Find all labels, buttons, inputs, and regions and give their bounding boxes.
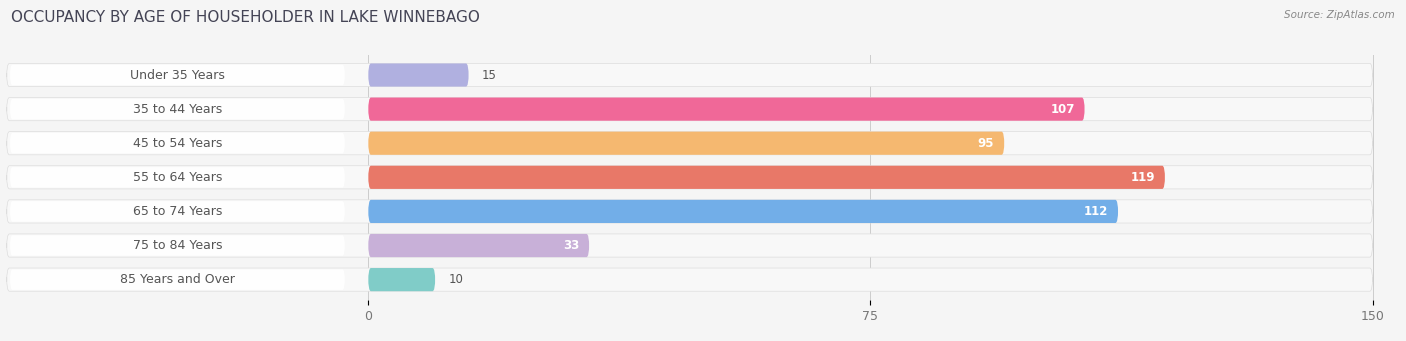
Text: Under 35 Years: Under 35 Years [129, 69, 225, 81]
FancyBboxPatch shape [10, 167, 344, 188]
FancyBboxPatch shape [7, 132, 1372, 155]
FancyBboxPatch shape [10, 269, 344, 290]
Text: 33: 33 [562, 239, 579, 252]
FancyBboxPatch shape [10, 133, 344, 153]
Text: 15: 15 [482, 69, 496, 81]
FancyBboxPatch shape [10, 201, 344, 222]
FancyBboxPatch shape [10, 65, 344, 85]
FancyBboxPatch shape [7, 63, 1372, 87]
Text: 112: 112 [1084, 205, 1108, 218]
Text: 119: 119 [1130, 171, 1154, 184]
FancyBboxPatch shape [368, 200, 1118, 223]
FancyBboxPatch shape [368, 234, 589, 257]
FancyBboxPatch shape [368, 63, 468, 87]
Text: 10: 10 [449, 273, 464, 286]
Text: 85 Years and Over: 85 Years and Over [120, 273, 235, 286]
Text: Source: ZipAtlas.com: Source: ZipAtlas.com [1284, 10, 1395, 20]
FancyBboxPatch shape [7, 166, 1372, 189]
FancyBboxPatch shape [368, 268, 436, 291]
FancyBboxPatch shape [7, 268, 1372, 291]
FancyBboxPatch shape [368, 132, 1004, 155]
Text: 65 to 74 Years: 65 to 74 Years [132, 205, 222, 218]
FancyBboxPatch shape [7, 200, 1372, 223]
Text: OCCUPANCY BY AGE OF HOUSEHOLDER IN LAKE WINNEBAGO: OCCUPANCY BY AGE OF HOUSEHOLDER IN LAKE … [11, 10, 479, 25]
Text: 95: 95 [977, 137, 994, 150]
Text: 75 to 84 Years: 75 to 84 Years [132, 239, 222, 252]
Text: 45 to 54 Years: 45 to 54 Years [132, 137, 222, 150]
FancyBboxPatch shape [368, 98, 1084, 121]
FancyBboxPatch shape [7, 234, 1372, 257]
Text: 55 to 64 Years: 55 to 64 Years [132, 171, 222, 184]
FancyBboxPatch shape [10, 99, 344, 119]
Text: 35 to 44 Years: 35 to 44 Years [132, 103, 222, 116]
FancyBboxPatch shape [10, 235, 344, 256]
FancyBboxPatch shape [368, 166, 1166, 189]
FancyBboxPatch shape [7, 98, 1372, 121]
Text: 107: 107 [1050, 103, 1074, 116]
